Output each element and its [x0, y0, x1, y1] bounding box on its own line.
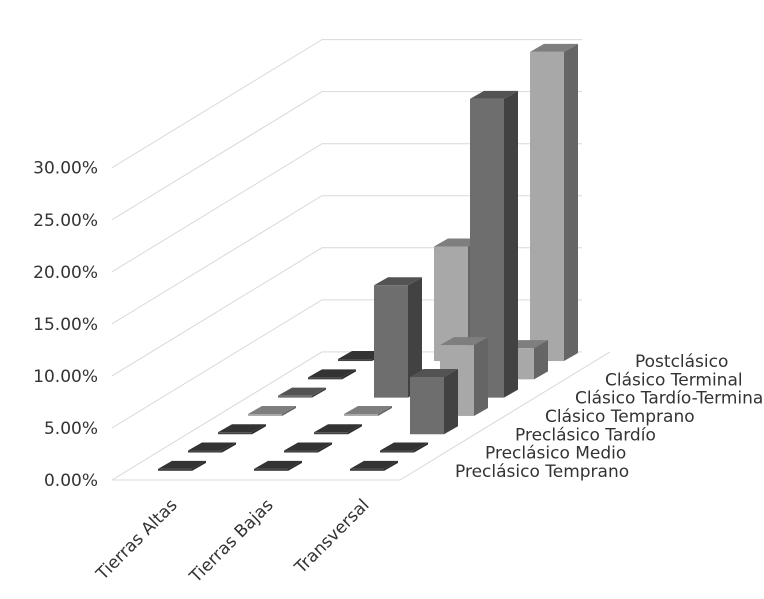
bar-front [410, 376, 444, 435]
y-tick-label: 20.00% [33, 263, 98, 283]
bar-top [254, 460, 302, 469]
bar-top [158, 460, 206, 469]
series-label: Clásico Terminal [605, 370, 743, 390]
bar [410, 368, 458, 435]
y-tick-label: 5.00% [44, 419, 98, 439]
y-tick-label: 10.00% [33, 367, 98, 387]
bar-front [380, 450, 414, 453]
floor-edge [112, 351, 611, 481]
gridline [111, 39, 582, 169]
bar-top [248, 405, 296, 414]
bar-side [444, 368, 458, 435]
bar-top [344, 405, 392, 414]
bar-top [410, 368, 458, 377]
bar-top [350, 460, 398, 469]
bar-side [192, 460, 206, 471]
y-tick-label: 25.00% [33, 211, 98, 231]
bar-front [284, 450, 318, 453]
category-label: Transversal [290, 495, 373, 578]
bar-top [380, 442, 428, 451]
bar-front [278, 395, 312, 398]
category-label: Tierras Bajas [185, 495, 277, 587]
series-label: Clásico Tardío-Terminal [575, 389, 764, 409]
bar-side [222, 442, 236, 453]
bar [248, 405, 296, 416]
bar-side [318, 442, 332, 453]
bar-top [278, 387, 326, 396]
bar [158, 460, 206, 471]
bar-side [534, 340, 548, 380]
bar-side [282, 405, 296, 416]
bar-top [314, 424, 362, 433]
bar [344, 405, 392, 416]
bar-front [218, 432, 252, 435]
bar [308, 369, 356, 380]
bar [530, 43, 578, 362]
bar-side [288, 460, 302, 471]
bar [314, 424, 362, 435]
bar-top [374, 277, 422, 286]
bar-front [530, 51, 564, 362]
bar-front [188, 450, 222, 453]
bar-side [408, 277, 422, 398]
bar-front [338, 359, 372, 362]
bar-side [312, 387, 326, 398]
gridlines [111, 39, 611, 481]
bar-side [474, 337, 488, 416]
bar-top [188, 442, 236, 451]
bar [374, 277, 422, 398]
bar [254, 460, 302, 471]
bar [380, 442, 428, 453]
bar-front [254, 468, 288, 471]
series-label: Preclásico Temprano [455, 462, 629, 482]
series-label: Preclásico Tardío [515, 425, 656, 445]
bar-side [414, 442, 428, 453]
series-label: Preclásico Medio [485, 444, 626, 464]
bar-front [308, 377, 342, 380]
bar [278, 387, 326, 398]
bar-top [440, 337, 488, 346]
bar-front [248, 413, 282, 416]
bar-front [350, 468, 384, 471]
bar-front [314, 432, 348, 435]
bar [284, 442, 332, 453]
bar-top [284, 442, 332, 451]
bar-side [504, 90, 518, 398]
bar [350, 460, 398, 471]
category-label: Tierras Altas [92, 495, 182, 585]
bar-front [158, 468, 192, 471]
series-label: Clásico Temprano [545, 407, 695, 427]
bar-front [344, 413, 378, 416]
bar [218, 424, 266, 435]
y-tick-label: 0.00% [44, 471, 98, 491]
bar-side [348, 424, 362, 435]
y-tick-label: 30.00% [33, 159, 98, 179]
bar-side [342, 369, 356, 380]
bar-side [564, 43, 578, 362]
bars [158, 43, 578, 471]
bar-top [308, 369, 356, 378]
bar-side [384, 460, 398, 471]
bar-top [218, 424, 266, 433]
bar-top [470, 90, 518, 99]
bar [188, 442, 236, 453]
y-tick-label: 15.00% [33, 315, 98, 335]
bar-front [374, 285, 408, 398]
bar-side [378, 405, 392, 416]
bar-top [530, 43, 578, 52]
bar-side [252, 424, 266, 435]
series-label: Postclásico [635, 352, 728, 372]
